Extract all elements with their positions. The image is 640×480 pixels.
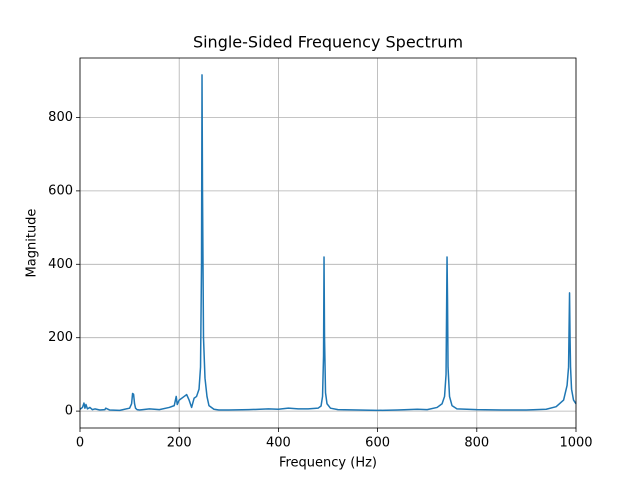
data-line <box>79 74 577 412</box>
x-axis-label: Frequency (Hz) <box>279 456 377 471</box>
y-tick-label: 0 <box>65 404 73 419</box>
x-tick-label: 1000 <box>559 436 592 451</box>
y-axis-label: Magnitude <box>25 209 40 278</box>
y-tick-label: 400 <box>48 257 73 272</box>
x-tick-label: 200 <box>167 436 192 451</box>
chart-title: Single-Sided Frequency Spectrum <box>193 33 463 52</box>
y-tick-label: 800 <box>48 110 73 125</box>
x-tick-label: 600 <box>365 436 390 451</box>
x-tick-label: 0 <box>76 436 84 451</box>
plot-frame <box>79 57 577 429</box>
x-tick-label: 800 <box>464 436 489 451</box>
x-tick-label: 400 <box>266 436 291 451</box>
y-tick-label: 200 <box>48 330 73 345</box>
y-tick-label: 600 <box>48 183 73 198</box>
